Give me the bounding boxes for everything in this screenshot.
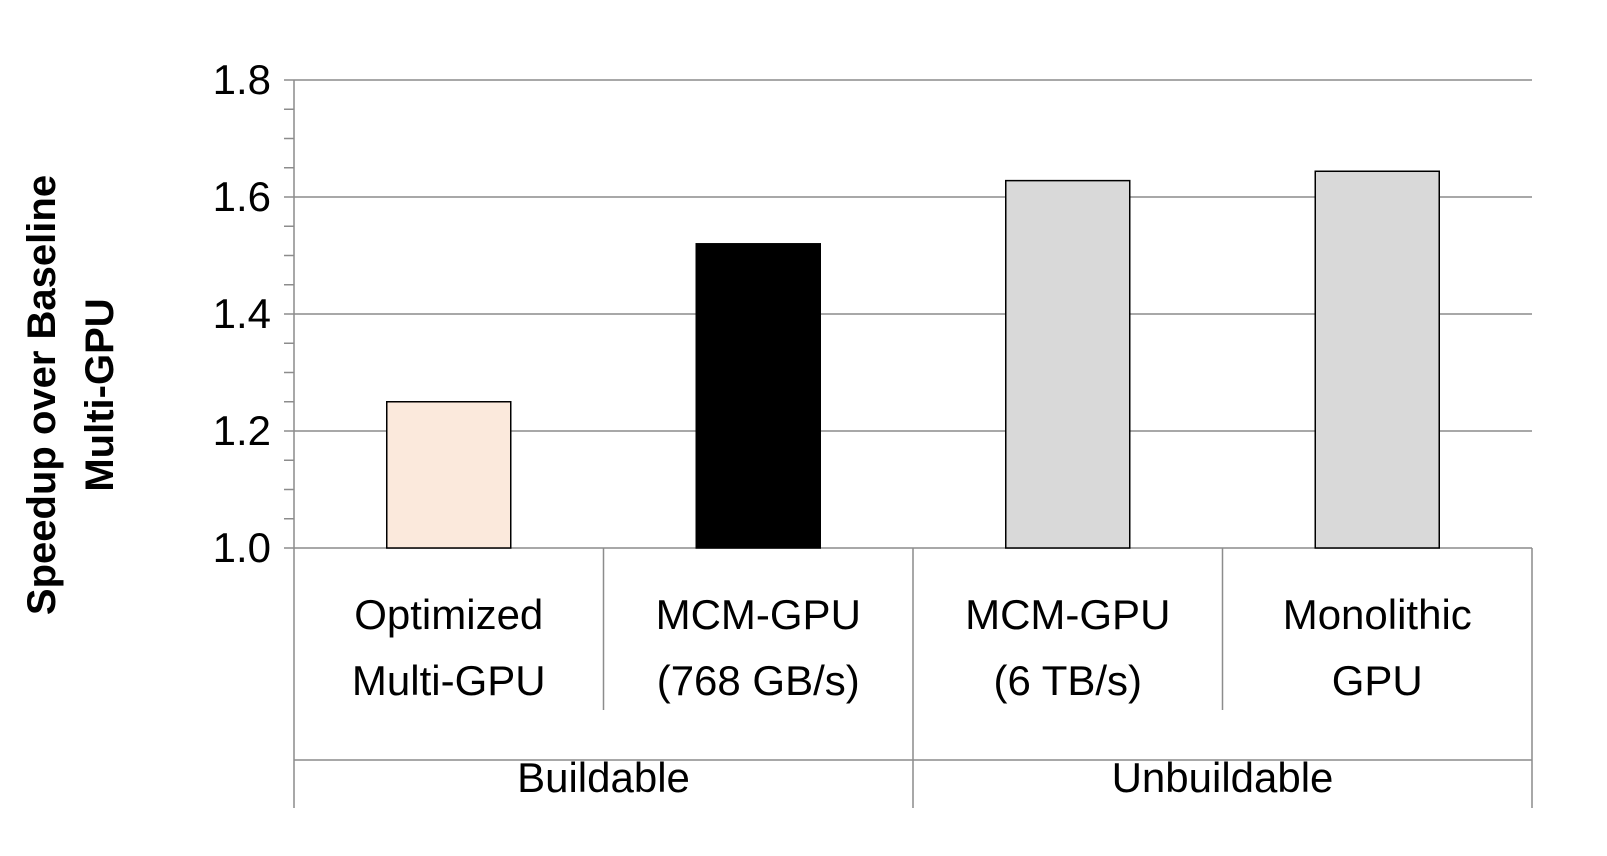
category-label: (768 GB/s) bbox=[657, 657, 860, 704]
y-axis-label-line-2: Multi-GPU bbox=[78, 298, 122, 491]
category-label: MCM-GPU bbox=[656, 591, 861, 638]
labels: 1.0 1.2 1.4 1.6 1.8 Optimized Multi-GPU MCM-GPU… bbox=[213, 56, 1472, 801]
category-label: Monolithic bbox=[1283, 591, 1472, 638]
bar bbox=[695, 243, 821, 549]
y-tick-label: 1.2 bbox=[213, 407, 271, 454]
category-label: MCM-GPU bbox=[965, 591, 1170, 638]
y-axis-label-line-1: Speedup over Baseline bbox=[20, 175, 64, 615]
category-label: Multi-GPU bbox=[352, 657, 546, 704]
category-label: GPU bbox=[1332, 657, 1423, 704]
group-label: Unbuildable bbox=[1112, 754, 1334, 801]
y-tick-label: 1.4 bbox=[213, 290, 271, 337]
bar bbox=[1005, 179, 1131, 549]
bar bbox=[386, 401, 512, 549]
bars bbox=[386, 170, 1440, 549]
group-label: Buildable bbox=[517, 754, 690, 801]
y-tick-label: 1.6 bbox=[213, 173, 271, 220]
y-tick-label: 1.8 bbox=[213, 56, 271, 103]
y-tick-label: 1.0 bbox=[213, 524, 271, 571]
category-label: Optimized bbox=[354, 591, 543, 638]
category-label: (6 TB/s) bbox=[993, 657, 1142, 704]
bar bbox=[1314, 170, 1440, 549]
